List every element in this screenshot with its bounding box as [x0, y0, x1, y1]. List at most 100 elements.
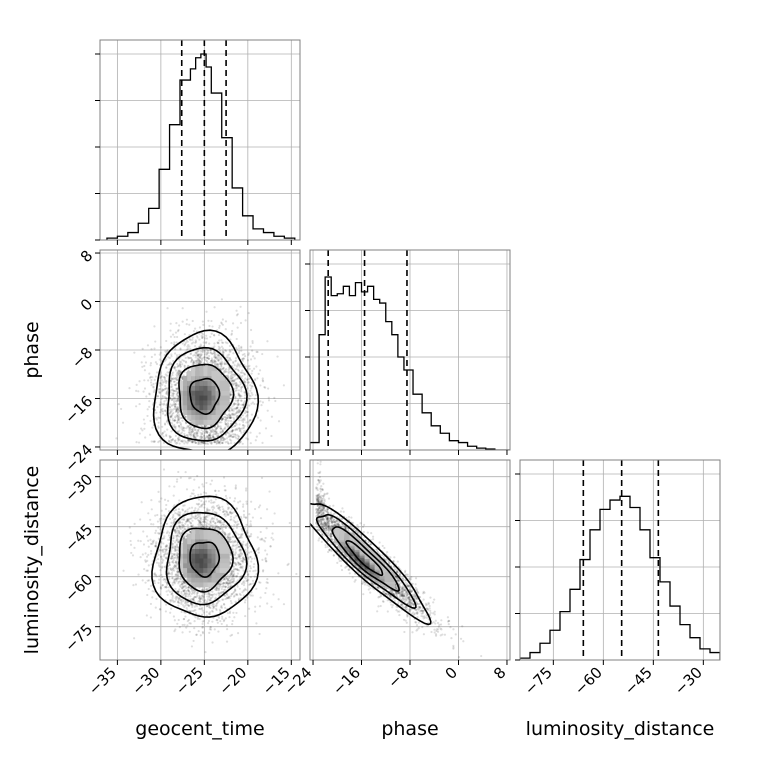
scatter-point — [170, 415, 173, 418]
scatter-point — [206, 431, 209, 435]
scatter-point — [194, 435, 197, 438]
scatter-point — [213, 430, 217, 433]
scatter-point — [230, 409, 233, 412]
scatter-point — [202, 518, 205, 521]
scatter-point — [221, 430, 224, 433]
scatter-point — [232, 362, 235, 365]
scatter-point — [122, 569, 125, 572]
scatter-point — [163, 555, 166, 558]
scatter-point — [209, 441, 212, 444]
scatter-point — [167, 589, 170, 592]
scatter-point — [192, 361, 195, 364]
scatter-point — [176, 330, 180, 333]
scatter-point — [146, 414, 149, 418]
scatter-point — [174, 352, 177, 355]
scatter-point — [154, 531, 157, 535]
scatter-point — [174, 396, 177, 399]
scatter-point — [211, 526, 215, 529]
scatter-point — [171, 599, 175, 602]
scatter-point — [181, 587, 184, 590]
scatter-point — [234, 389, 237, 392]
scatter-point — [241, 552, 244, 555]
scatter-point — [172, 366, 176, 369]
scatter-point — [176, 441, 179, 444]
scatter-point — [181, 439, 184, 442]
scatter-point — [223, 361, 226, 364]
scatter-point — [210, 501, 213, 504]
scatter-point — [207, 349, 210, 352]
scatter-point — [214, 489, 217, 492]
scatter-point — [217, 345, 220, 348]
scatter-point — [213, 440, 217, 444]
scatter-point — [157, 425, 160, 428]
scatter-point — [165, 381, 168, 385]
scatter-point — [226, 431, 230, 434]
scatter-point — [174, 549, 177, 552]
contour-line — [178, 363, 235, 430]
scatter-point — [171, 395, 175, 398]
scatter-point — [140, 361, 143, 364]
scatter-point — [115, 437, 118, 440]
scatter-point — [188, 323, 191, 326]
scatter-point — [177, 373, 180, 377]
scatter-point — [201, 425, 204, 428]
scatter-point — [149, 375, 152, 378]
scatter-point — [151, 540, 154, 543]
scatter-point — [209, 436, 212, 439]
scatter-point — [152, 385, 155, 388]
scatter-point — [215, 427, 218, 430]
scatter-point — [157, 416, 160, 419]
scatter-point — [170, 363, 173, 366]
scatter-point — [180, 416, 183, 420]
scatter-point — [177, 417, 180, 421]
scatter-point — [192, 329, 196, 333]
scatter-point — [262, 569, 265, 572]
scatter-point — [197, 502, 201, 505]
scatter-point — [243, 558, 246, 562]
scatter-point — [190, 358, 193, 361]
scatter-point — [179, 348, 182, 351]
scatter-point — [229, 377, 232, 380]
scatter-point — [261, 379, 264, 382]
scatter-point — [187, 439, 191, 442]
scatter-point — [220, 439, 223, 442]
scatter-point — [251, 393, 254, 396]
histogram-luminosity_distance — [520, 460, 720, 660]
scatter-point — [233, 396, 237, 399]
scatter-point — [202, 516, 205, 519]
scatter-point — [137, 441, 141, 444]
scatter-point — [241, 532, 244, 535]
scatter-point — [241, 359, 245, 362]
scatter-point — [227, 416, 230, 419]
scatter-point — [236, 399, 239, 403]
scatter-point — [221, 318, 224, 321]
scatter-point — [169, 611, 172, 614]
scatter-point — [163, 409, 167, 412]
scatter-point — [236, 377, 239, 380]
scatter-point — [171, 555, 174, 558]
scatter-point — [200, 441, 203, 444]
scatter-point — [165, 374, 169, 377]
scatter-point — [165, 420, 168, 423]
scatter-point — [149, 419, 152, 422]
scatter-point — [229, 390, 232, 393]
scatter-point — [210, 430, 213, 433]
scatter-point — [248, 364, 251, 367]
scatter-point — [184, 509, 187, 513]
scatter-point — [202, 323, 205, 327]
scatter-point — [267, 399, 271, 402]
scatter-point — [241, 369, 244, 372]
scatter-point — [173, 419, 176, 422]
scatter-point — [158, 391, 161, 394]
scatter-point — [190, 431, 193, 434]
scatter-point — [227, 366, 231, 369]
scatter-point — [216, 618, 219, 622]
scatter-point — [159, 411, 162, 414]
scatter-point — [172, 567, 175, 571]
scatter-point — [178, 363, 181, 366]
scatter-point — [183, 344, 186, 347]
scatter-point — [170, 404, 173, 408]
scatter-point — [213, 359, 216, 362]
scatter-point — [211, 610, 214, 613]
scatter-point — [218, 508, 222, 512]
